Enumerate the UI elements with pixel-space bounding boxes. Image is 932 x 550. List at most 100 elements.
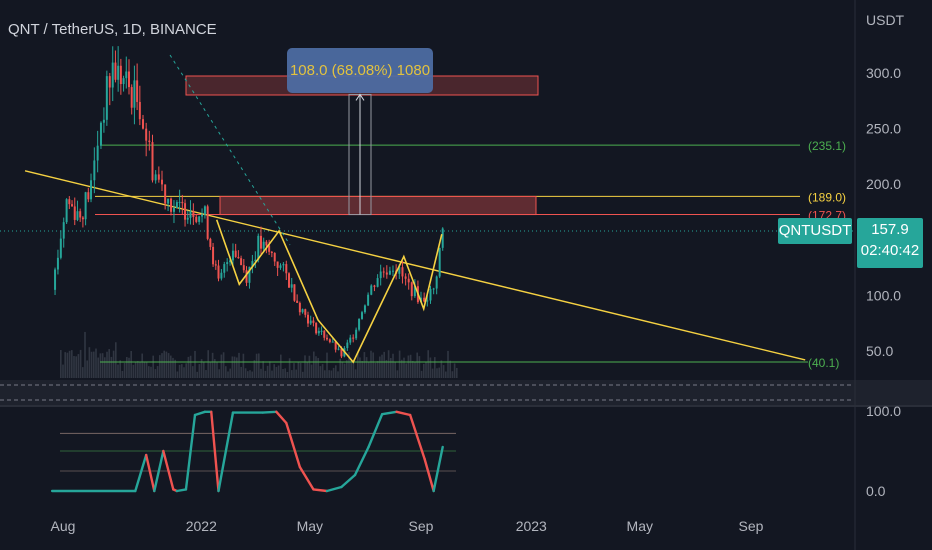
volume-bar: [167, 353, 170, 378]
candle-body: [84, 192, 87, 220]
candle-body: [429, 289, 432, 301]
volume-bar: [414, 362, 416, 378]
candle-body: [355, 329, 358, 339]
volume-bar: [405, 363, 407, 378]
volume-bar: [62, 364, 64, 378]
candle-body: [398, 267, 401, 274]
candle-body: [315, 322, 318, 334]
descending-trendline[interactable]: [24, 170, 806, 361]
candle-body: [323, 330, 326, 338]
candle-body: [54, 269, 57, 290]
time-tick-label: Aug: [51, 518, 76, 534]
candle-body: [175, 202, 178, 209]
volume-bar: [231, 356, 234, 378]
indicator-tick-label: 0.0: [866, 483, 886, 499]
candle-body: [125, 71, 128, 79]
volume-bar: [436, 368, 438, 378]
measure-arrow-head: [355, 93, 365, 101]
candle-body: [127, 71, 130, 88]
volume-bar: [71, 350, 73, 378]
volume-bar: [112, 350, 115, 378]
indicator-segment: [162, 449, 175, 491]
candle-body: [93, 160, 96, 181]
volume-bar: [299, 362, 302, 378]
time-tick-label: Sep: [739, 518, 764, 534]
volume-bar: [317, 357, 319, 378]
candle-body: [352, 337, 355, 339]
volume-bar: [456, 367, 458, 378]
candle-body: [279, 265, 282, 268]
volume-bar: [412, 360, 414, 378]
level-label: (189.0): [808, 190, 846, 204]
volume-bar: [189, 355, 192, 378]
volume-bar: [332, 367, 335, 378]
zigzag-pattern[interactable]: [215, 219, 443, 364]
volume-bar: [145, 362, 148, 378]
candle-body: [201, 214, 204, 217]
volume-bar: [420, 370, 423, 378]
volume-bar: [295, 369, 297, 378]
resistance-zone[interactable]: [219, 195, 537, 216]
candle-body: [270, 251, 273, 254]
measure-label[interactable]: 108.0 (68.08%) 1080: [287, 48, 433, 93]
volume-bar: [442, 365, 445, 378]
indicator-segment: [217, 411, 235, 493]
candle-body: [391, 270, 394, 272]
volume-bar: [209, 361, 212, 378]
volume-bar: [218, 369, 220, 378]
volume-bar: [401, 359, 403, 378]
candle-body: [172, 208, 175, 212]
volume-bar: [93, 351, 95, 378]
candle-body: [340, 348, 343, 357]
volume-bar: [339, 358, 341, 378]
volume-bar: [225, 366, 227, 378]
volume-bar: [403, 357, 405, 378]
volume-bar: [66, 352, 69, 378]
volume-bar: [348, 352, 350, 378]
candle-body: [370, 285, 373, 295]
candle-body: [189, 211, 192, 218]
candle-body: [62, 222, 65, 239]
indicator-segment: [325, 485, 343, 493]
volume-bar: [238, 352, 240, 378]
volume-bar: [203, 362, 205, 378]
volume-bar: [271, 370, 273, 378]
indicator-segment: [367, 413, 384, 449]
volume-bar: [117, 364, 119, 378]
volume-bar: [418, 356, 421, 378]
time-tick-label: Sep: [409, 518, 434, 534]
candle-body: [358, 318, 361, 330]
candle-body: [407, 278, 410, 283]
candle-body: [306, 314, 309, 324]
candle-body: [136, 80, 139, 102]
volume-bar: [453, 363, 456, 378]
candle-body: [282, 264, 285, 266]
volume-bar: [258, 353, 260, 378]
volume-bar: [445, 371, 447, 378]
indicator-segment: [175, 488, 188, 493]
volume-bar: [163, 350, 165, 378]
price-tick-label: 300.0: [866, 65, 901, 81]
volume-bar: [244, 368, 247, 378]
volume-bar: [161, 353, 163, 378]
volume-bar: [291, 370, 293, 378]
volume-bar: [330, 370, 333, 378]
oscillator-strip: [0, 380, 932, 407]
candle-body: [105, 76, 108, 120]
candle-body: [170, 198, 173, 212]
volume-bar: [253, 360, 256, 378]
dashed-trendline[interactable]: [169, 54, 291, 246]
volume-bar: [396, 370, 399, 378]
volume-bar: [121, 370, 124, 378]
volume-bar: [139, 362, 141, 378]
volume-bar: [277, 365, 280, 378]
price-tick-label: 200.0: [866, 176, 901, 192]
volume-bar: [365, 357, 368, 378]
indicator-segment: [340, 473, 357, 489]
volume-bar: [176, 371, 179, 378]
volume-bar: [192, 366, 194, 378]
candle-body: [273, 253, 276, 262]
volume-bar: [242, 353, 245, 378]
